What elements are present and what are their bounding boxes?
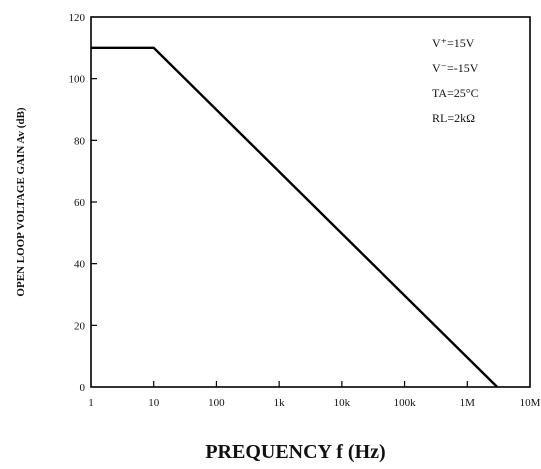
- condition-annotation: V⁻=-15V: [432, 61, 479, 75]
- condition-annotation: RL=2kΩ: [432, 111, 475, 125]
- annotations: V⁺=15V V⁻=-15V TA=25°C RL=2kΩ: [432, 36, 479, 125]
- y-tick-label: 20: [74, 320, 86, 332]
- gain-curve-line: [91, 46, 499, 388]
- y-tick-label: 120: [69, 12, 86, 24]
- x-tick-label: 10k: [334, 397, 351, 409]
- ticks-layer: 1 10 100 1k 10k 100k 1M 10M 0 20 40 60 80 100 120: [69, 12, 541, 409]
- x-tick-label: 10M: [520, 397, 541, 409]
- y-tick-label: 0: [80, 382, 86, 394]
- x-tick-label: 100: [208, 397, 225, 409]
- x-tick-label: 10: [148, 397, 160, 409]
- y-tick-label: 40: [74, 259, 86, 271]
- y-axis-title: OPEN LOOP VOLTAGE GAIN Av (dB): [15, 107, 27, 296]
- x-axis-title: PREQUENCY f (Hz): [205, 441, 385, 463]
- y-tick-label: 60: [74, 197, 86, 209]
- condition-annotation: V⁺=15V: [432, 36, 475, 50]
- x-tick-label: 100k: [394, 397, 417, 409]
- y-tick-label: 80: [74, 135, 86, 147]
- x-tick-label: 1k: [274, 397, 286, 409]
- condition-annotation: TA=25°C: [432, 86, 479, 100]
- x-tick-label: 1: [88, 397, 94, 409]
- x-tick-label: 1M: [460, 397, 476, 409]
- y-tick-label: 100: [69, 74, 86, 86]
